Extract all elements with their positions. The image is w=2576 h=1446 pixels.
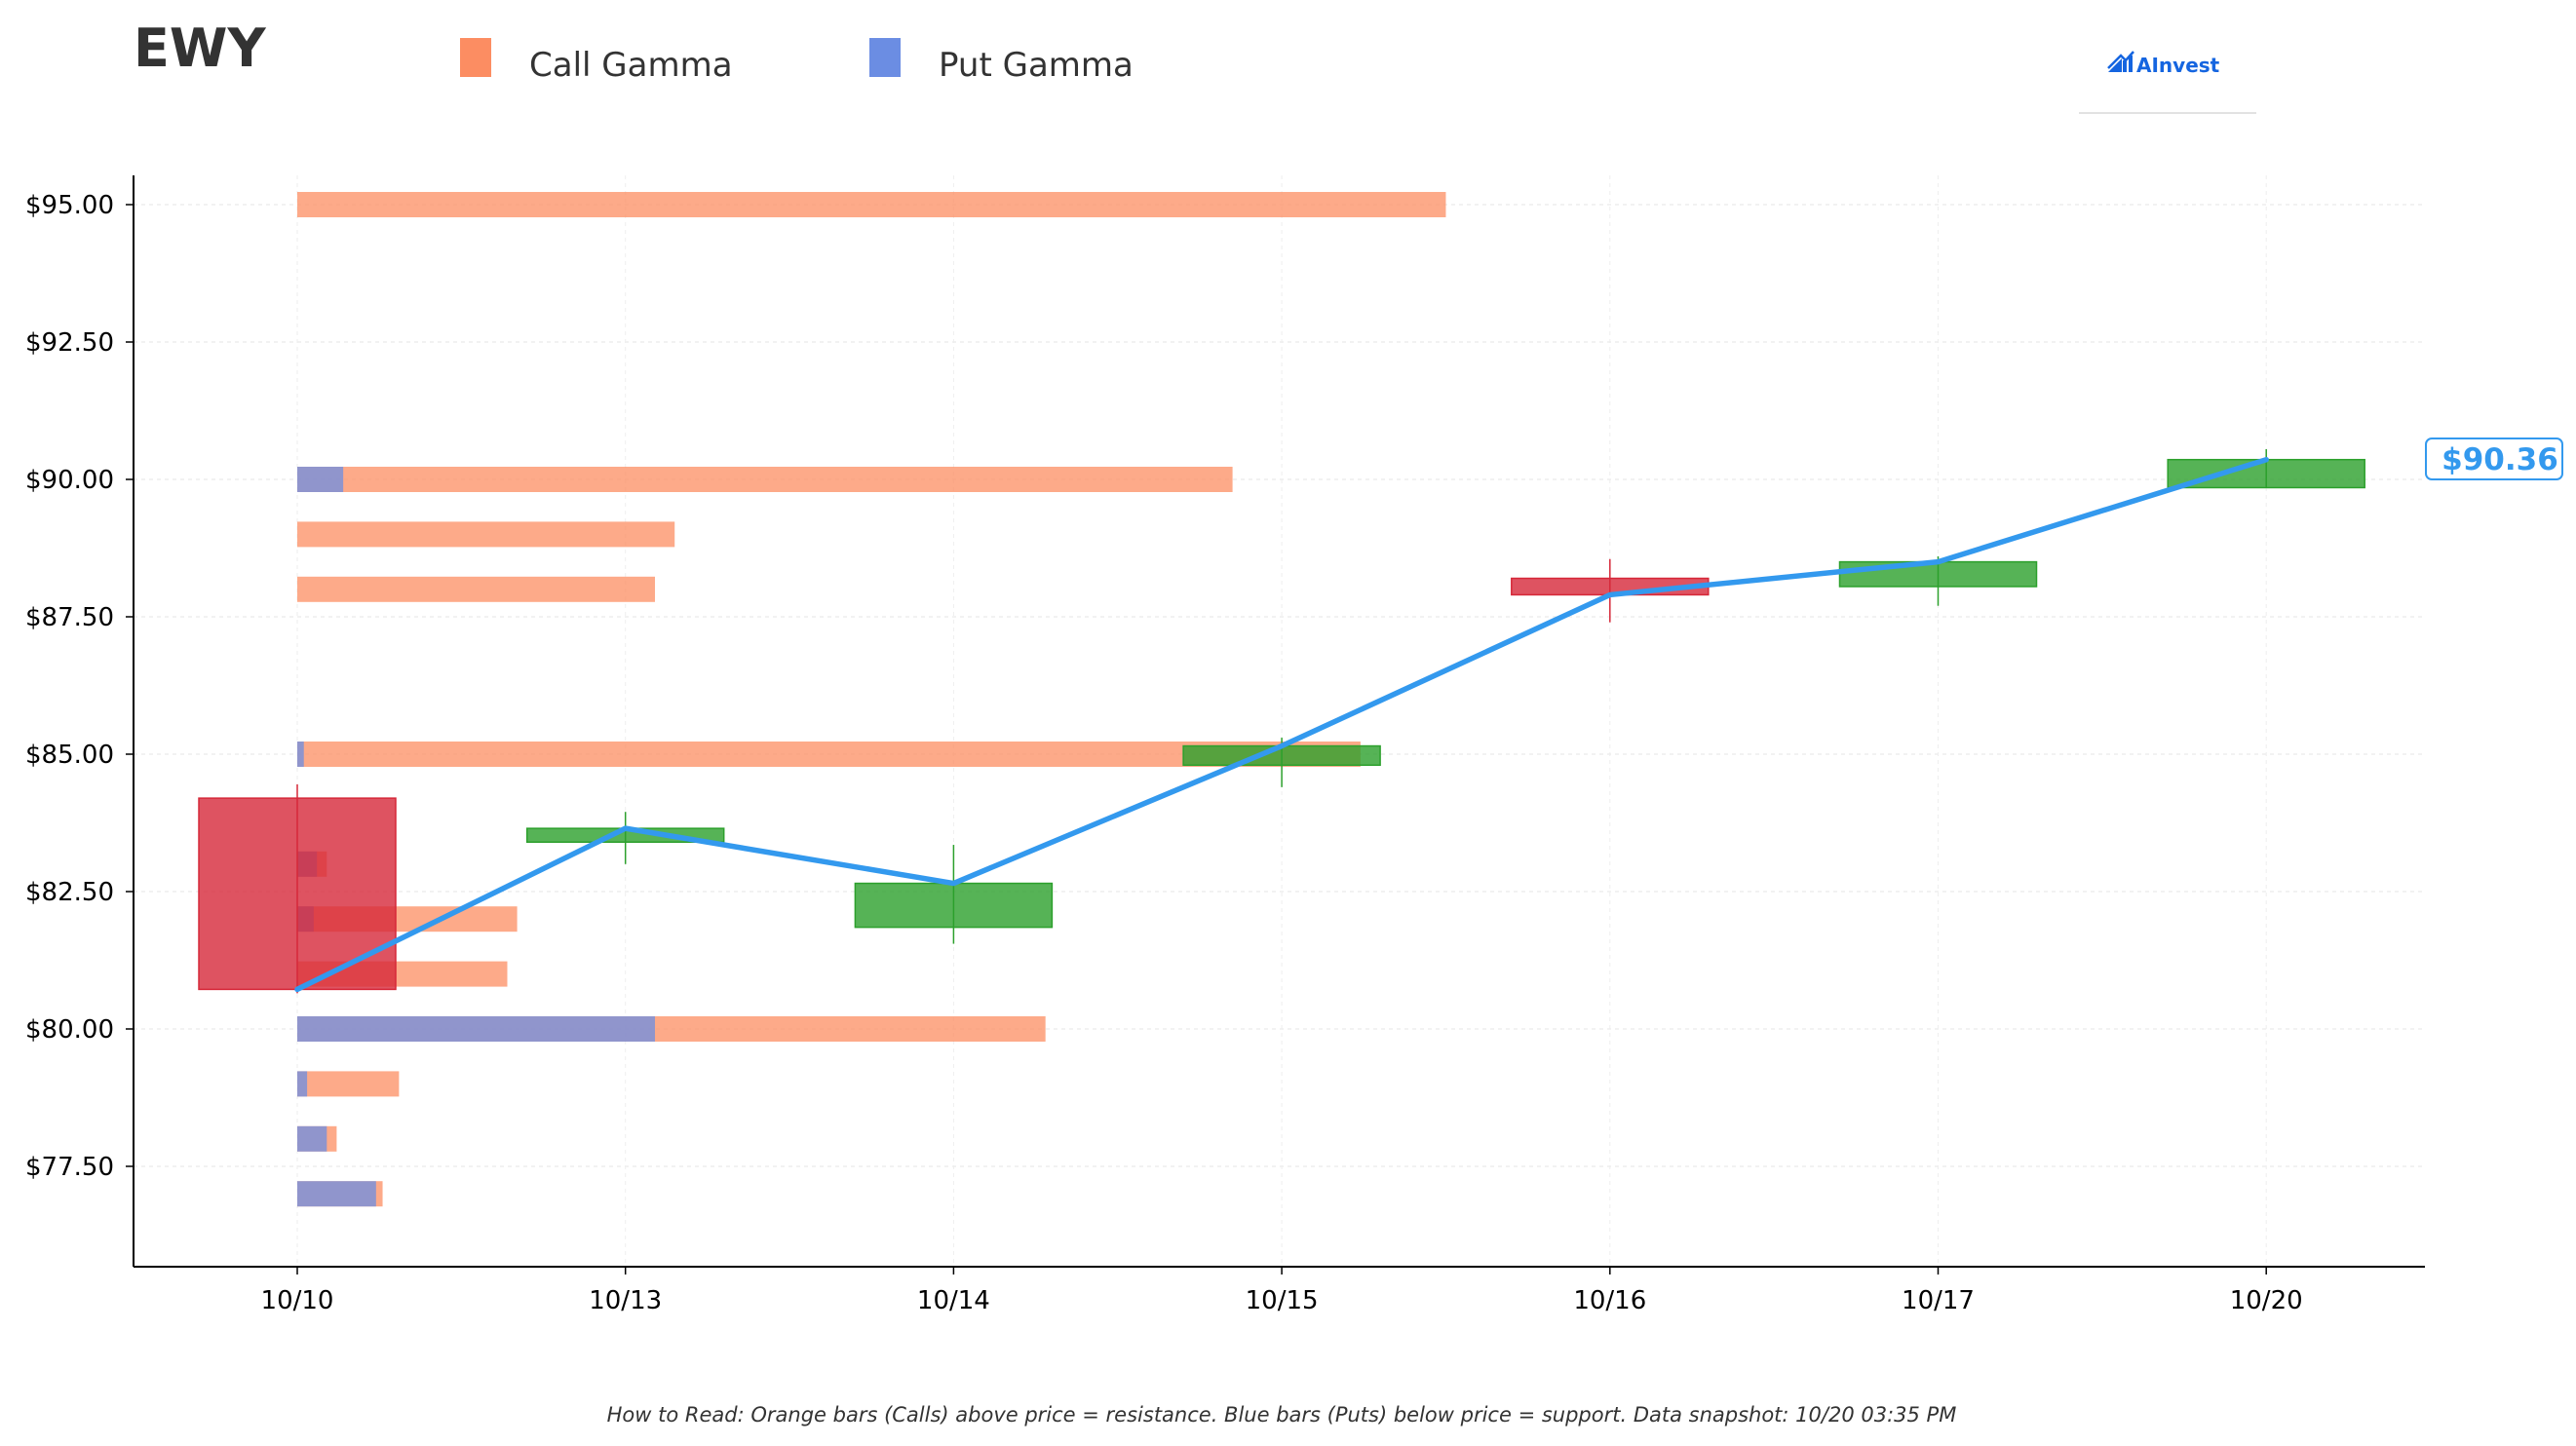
call-gamma-bar [297, 467, 1233, 492]
candlesticks [198, 448, 2365, 994]
legend-put-swatch [869, 38, 901, 77]
legend-call-swatch [460, 38, 491, 77]
y-tick-label: $85.00 [25, 741, 114, 770]
logo-text: AInvest [2136, 54, 2220, 77]
candle-body [198, 797, 397, 991]
call-gamma-bar [297, 192, 1446, 217]
y-tick-label: $77.50 [25, 1153, 114, 1182]
put-gamma-bar [297, 1125, 327, 1152]
x-tick-label: 10/16 [1573, 1286, 1646, 1315]
y-tick-label: $80.00 [25, 1015, 114, 1045]
put-gamma-bar [297, 1016, 656, 1042]
y-tick-label: $90.00 [25, 466, 114, 495]
tick-labels: $77.50 $80.00 $82.50 $85.00 $87.50 $90.00 $92.… [25, 191, 2303, 1315]
put-gamma-bar [297, 1071, 308, 1097]
ainvest-logo: AInvest [2079, 51, 2256, 114]
gamma-bars [297, 192, 1446, 1207]
current-price-label: $90.36 [2441, 442, 2558, 477]
call-gamma-bar [297, 576, 656, 602]
put-gamma-bar [297, 467, 344, 492]
put-gamma-bar [297, 1181, 376, 1207]
grid-lines [134, 175, 2425, 1267]
axes [133, 175, 2425, 1268]
candle-body [1838, 560, 2038, 588]
price-line [294, 456, 2269, 993]
call-gamma-bar [297, 521, 675, 548]
candle-body [854, 882, 1054, 929]
x-tick-label: 10/20 [2230, 1286, 2303, 1315]
put-gamma-bar [297, 742, 304, 767]
footnote: How to Read: Orange bars (Calls) above p… [607, 1403, 1957, 1427]
current-price-box [2425, 438, 2563, 480]
x-tick-label: 10/15 [1246, 1286, 1319, 1315]
call-gamma-bar [297, 1071, 400, 1097]
x-tick-label: 10/17 [1902, 1286, 1975, 1315]
current-price-tag: $90.36 [2425, 438, 2563, 480]
legend-put-label: Put Gamma [939, 46, 1134, 85]
price-line-layer [294, 456, 2269, 993]
x-tick-label: 10/10 [261, 1286, 334, 1315]
logo-chart-icon [2107, 51, 2134, 72]
legend-call-label: Call Gamma [529, 46, 733, 85]
x-tick-label: 10/14 [917, 1286, 990, 1315]
y-tick-label: $82.50 [25, 878, 114, 907]
y-tick-label: $95.00 [25, 191, 114, 220]
y-tick-label: $87.50 [25, 603, 114, 632]
x-tick-label: 10/13 [589, 1286, 662, 1315]
ticker-title: EWY [134, 18, 266, 79]
y-tick-label: $92.50 [25, 328, 114, 358]
